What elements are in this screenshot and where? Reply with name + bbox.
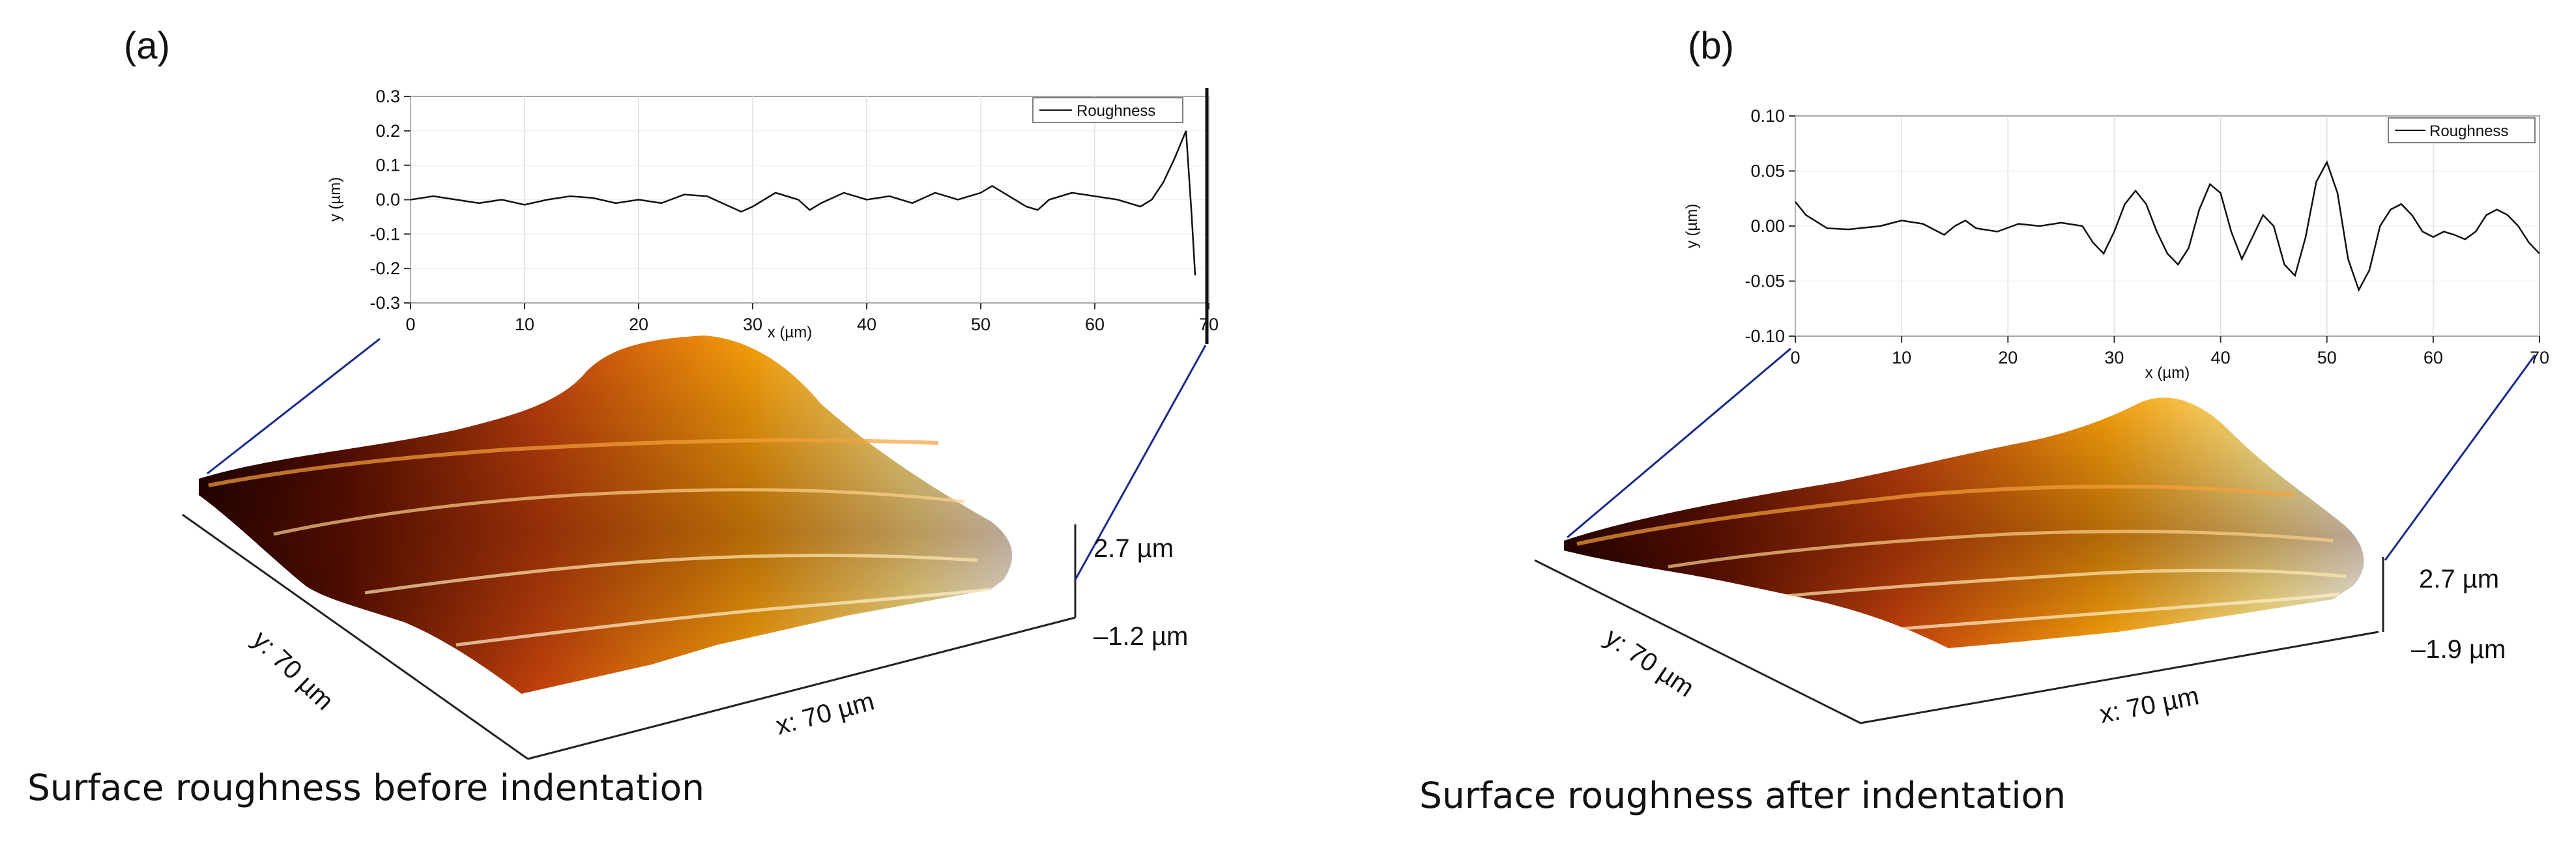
surface-a-x-label: x: 70 µm bbox=[773, 687, 877, 740]
chart-b-xlabel: x (µm) bbox=[2145, 364, 2190, 382]
chart-b-x-tick-label: 30 bbox=[2104, 348, 2124, 367]
surface-b-ridge-4 bbox=[1902, 592, 2340, 631]
chart-b-y-tick-label: -0.10 bbox=[1744, 326, 1785, 346]
chart-a-x-tick-label: 40 bbox=[857, 315, 876, 334]
surface-a-ridge-2 bbox=[273, 488, 965, 536]
chart-b-legend: Roughness bbox=[2388, 117, 2536, 143]
panel-label-a: (a) bbox=[124, 25, 170, 67]
surface-a: y: 70 µm x: 70 µm 2.7 µm –1.2 µm bbox=[182, 335, 1207, 760]
chart-b-x-tick-label: 10 bbox=[1892, 348, 1911, 367]
chart-a-x-tick-label: 20 bbox=[629, 315, 648, 334]
chart-a-y-tick-label: 0.3 bbox=[375, 87, 400, 106]
chart-a-y-tick-label: -0.1 bbox=[369, 224, 400, 244]
surface-a-guide-right bbox=[1074, 345, 1207, 580]
surface-a-z-bottom: –1.2 µm bbox=[1093, 622, 1188, 651]
chart-b-y-tick-label: 0.10 bbox=[1750, 106, 1785, 126]
chart-a-y-tick-label: -0.2 bbox=[369, 259, 400, 278]
chart-a-y-tick-label: 0.2 bbox=[375, 121, 400, 141]
surface-b: y: 70 µm x: 70 µm 2.7 µm –1.9 µm bbox=[1534, 347, 2536, 729]
surface-b-x-label: x: 70 µm bbox=[2097, 681, 2201, 729]
chart-a-x-tick-label: 30 bbox=[743, 315, 762, 334]
chart-a-ylabel: y (µm) bbox=[326, 177, 344, 221]
chart-a-x-tick-label: 70 bbox=[1199, 315, 1219, 334]
chart-a-ticks: 0 10 20 30 40 50 60 70 0.3 0.2 0.1 0.0 -0.1 -0.2 -0.3 bbox=[369, 87, 1219, 334]
chart-a-x-tick-label: 10 bbox=[515, 315, 534, 334]
surface-a-y-label: y: 70 µm bbox=[247, 625, 339, 716]
surface-a-ridge-3 bbox=[364, 554, 978, 595]
surface-a-ridge-4 bbox=[456, 588, 991, 647]
surface-b-x-axis bbox=[1860, 631, 2379, 724]
surface-a-guide-left bbox=[207, 337, 381, 475]
chart-b-x-tick-label: 20 bbox=[1998, 348, 2018, 367]
surface-a-x-axis bbox=[527, 616, 1076, 760]
chart-a-x-tick-label: 50 bbox=[971, 315, 991, 334]
surface-a-y-axis bbox=[182, 513, 528, 760]
chart-a-x-tick-label: 60 bbox=[1085, 315, 1105, 334]
chart-b: 0 10 20 30 40 50 60 700.100.050.00-0.05-0.10 Ro… bbox=[1683, 106, 2549, 382]
surface-a-z-top: 2.7 µm bbox=[1093, 534, 1174, 563]
surface-a-ridge-1 bbox=[208, 438, 939, 487]
chart-b-y-tick-label: 0.05 bbox=[1750, 162, 1785, 181]
surface-b-z-bottom: –1.9 µm bbox=[2411, 635, 2506, 664]
surface-a-shading bbox=[199, 335, 1013, 694]
chart-b-x-tick-label: 50 bbox=[2317, 348, 2337, 367]
surface-b-z-top: 2.7 µm bbox=[2419, 565, 2499, 593]
caption-b: Surface roughness after indentation bbox=[1419, 775, 2066, 816]
chart-a: 0 10 20 30 40 50 60 700.30.20.10.0-0.1-0.2-0.3 … bbox=[326, 87, 1219, 344]
chart-b-x-tick-label: 60 bbox=[2424, 348, 2443, 367]
panel-label-b: (b) bbox=[1688, 25, 1734, 67]
chart-a-legend: Roughness bbox=[1032, 97, 1183, 123]
surface-b-guide-left bbox=[1567, 347, 1791, 539]
chart-a-y-tick-label: 0.1 bbox=[375, 156, 400, 175]
chart-b-ylabel: y (µm) bbox=[1683, 204, 1701, 248]
chart-b-x-tick-label: 40 bbox=[2211, 348, 2231, 367]
chart-a-y-tick-label: -0.3 bbox=[369, 293, 400, 313]
surface-b-guide-right bbox=[2384, 354, 2536, 561]
chart-b-y-tick-label: 0.00 bbox=[1750, 216, 1785, 236]
chart-a-xlabel: x (µm) bbox=[768, 324, 812, 341]
chart-a-x-tick-label: 0 bbox=[405, 315, 415, 334]
chart-a-legend-label: Roughness bbox=[1077, 102, 1155, 120]
caption-a: Surface roughness before indentation bbox=[27, 767, 704, 808]
surface-b-ridge-3 bbox=[1785, 568, 2347, 598]
chart-b-series-roughness bbox=[1795, 160, 2540, 292]
surface-b-ridge-1 bbox=[1576, 484, 2294, 546]
chart-b-grid bbox=[1795, 115, 2540, 337]
chart-b-x-tick-label: 0 bbox=[1790, 348, 1800, 367]
surface-b-shading bbox=[1564, 397, 2364, 648]
chart-b-legend-label: Roughness bbox=[2429, 122, 2508, 140]
chart-a-series-roughness bbox=[410, 130, 1196, 276]
chart-a-y-tick-label: 0.0 bbox=[375, 190, 400, 210]
chart-b-y-tick-label: -0.05 bbox=[1744, 272, 1785, 291]
surface-b-ridge-2 bbox=[1668, 530, 2334, 569]
surface-b-y-axis bbox=[1534, 559, 1861, 724]
chart-b-ticks: 0 10 20 30 40 50 60 700.100.050.00-0.05-0.10 bbox=[1744, 106, 2549, 367]
